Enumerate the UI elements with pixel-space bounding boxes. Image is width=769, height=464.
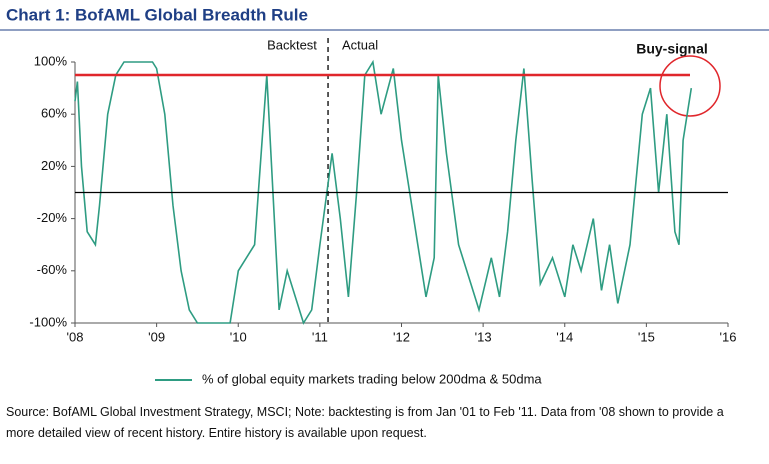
y-tick-label: 100% xyxy=(34,53,68,68)
x-tick-label: '10 xyxy=(230,329,247,344)
x-tick-label: '16 xyxy=(720,329,737,344)
x-tick-label: '15 xyxy=(638,329,655,344)
x-tick-label: '08 xyxy=(67,329,84,344)
annotation: Actual xyxy=(342,37,378,52)
y-tick-label: -60% xyxy=(37,262,68,277)
x-tick-label: '11 xyxy=(312,329,328,344)
legend-label: % of global equity markets trading below… xyxy=(202,371,542,386)
y-tick-label: 20% xyxy=(41,158,67,173)
x-tick-label: '13 xyxy=(475,329,492,344)
y-tick-label: -20% xyxy=(37,210,68,225)
y-tick-label: 60% xyxy=(41,106,67,121)
chart: Chart 1: BofAML Global Breadth Rule Back… xyxy=(0,5,769,386)
data-line xyxy=(74,59,693,325)
y-tick-label: -100% xyxy=(29,314,67,329)
annotation: Buy-signal xyxy=(636,41,708,57)
highlight-circle xyxy=(659,55,721,117)
x-tick-label: '09 xyxy=(148,329,165,344)
chart-title: Chart 1: BofAML Global Breadth Rule xyxy=(6,5,308,24)
source-note: Source: BofAML Global Investment Strateg… xyxy=(6,405,724,440)
x-tick-label: '12 xyxy=(393,329,410,344)
annotation: Backtest xyxy=(267,37,317,52)
x-tick-label: '14 xyxy=(556,329,573,344)
